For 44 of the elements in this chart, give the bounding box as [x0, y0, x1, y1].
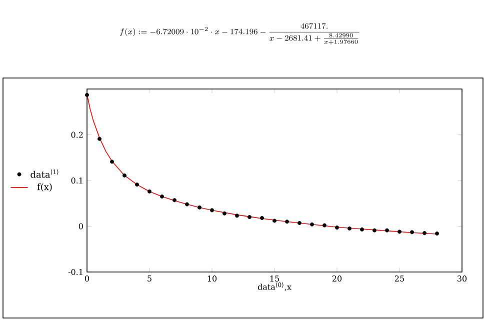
x-tick-label: 15: [270, 276, 279, 282]
point: [435, 232, 439, 236]
point: [85, 92, 90, 97]
point: [148, 189, 152, 194]
chart-title: $f(x) := -6.72009\cdot 10^{-2}\cdot x - 174.196 - \frac{467117.}{x - 2681.41 + \frac{8.42990}{x + 1.97660}}$: [120, 23, 360, 45]
point: [98, 136, 102, 141]
x-tick-label: 0: [84, 276, 90, 282]
point: [235, 214, 240, 218]
point: [122, 173, 127, 178]
point: [210, 208, 214, 212]
x-tick-label: 10: [208, 276, 217, 282]
point: [110, 160, 114, 164]
x-axis-title: data$^{⟨0⟩}$,x: [258, 282, 292, 291]
x-tick-label: 5: [148, 276, 152, 282]
point: [335, 226, 339, 230]
x-tick-label: 20: [332, 276, 342, 282]
point: [260, 216, 264, 220]
legend-label: f(x): [37, 183, 52, 192]
point: [398, 230, 402, 234]
point: [172, 198, 176, 202]
x-tick-label: 25: [394, 276, 404, 282]
point: [360, 227, 364, 232]
point: [160, 194, 164, 198]
point: [385, 228, 389, 232]
point: [248, 215, 252, 220]
point: [285, 220, 289, 224]
point: [410, 230, 414, 234]
point: [272, 218, 276, 223]
point: [322, 223, 326, 228]
point: [298, 221, 302, 226]
point: [135, 182, 140, 187]
legend-label: data$^{⟨1⟩}$: [30, 169, 58, 178]
point: [348, 226, 352, 231]
x-tick-label: 30: [458, 276, 467, 282]
point: [185, 202, 190, 206]
point: [198, 205, 202, 210]
point: [310, 222, 314, 226]
point: [372, 228, 376, 232]
y-tick-label: 0.1: [71, 177, 82, 184]
point: [222, 211, 227, 216]
y-tick-label: -0.1: [68, 268, 82, 276]
y-tick-label: 0: [78, 223, 83, 230]
point: [422, 231, 426, 236]
y-tick-label: 0.2: [71, 132, 83, 138]
